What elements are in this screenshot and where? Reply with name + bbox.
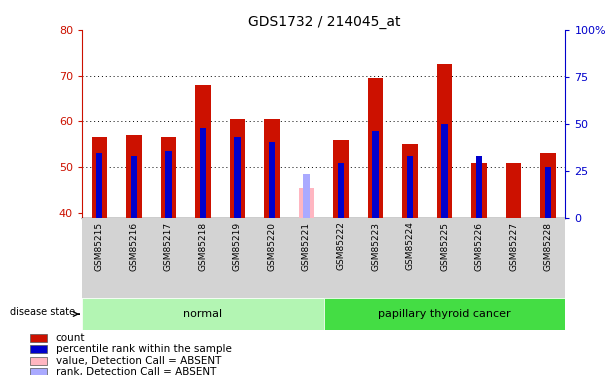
Text: GSM85217: GSM85217 bbox=[164, 222, 173, 271]
Text: GSM85225: GSM85225 bbox=[440, 222, 449, 270]
Bar bbox=[30, 345, 47, 353]
Text: GSM85215: GSM85215 bbox=[95, 222, 104, 271]
Bar bbox=[402, 144, 418, 218]
Bar bbox=[161, 138, 176, 218]
Text: GSM85226: GSM85226 bbox=[475, 222, 483, 270]
Bar bbox=[338, 163, 344, 218]
Text: GSM85223: GSM85223 bbox=[371, 222, 380, 270]
Text: percentile rank within the sample: percentile rank within the sample bbox=[56, 344, 232, 354]
Bar bbox=[131, 156, 137, 218]
Text: papillary thyroid cancer: papillary thyroid cancer bbox=[378, 309, 511, 319]
Text: GSM85224: GSM85224 bbox=[406, 222, 415, 270]
Bar bbox=[234, 138, 241, 218]
Text: disease state: disease state bbox=[10, 308, 75, 318]
Bar bbox=[30, 357, 47, 364]
Title: GDS1732 / 214045_at: GDS1732 / 214045_at bbox=[247, 15, 400, 29]
Bar bbox=[200, 128, 206, 217]
Bar bbox=[264, 119, 280, 218]
Bar bbox=[441, 124, 447, 218]
Bar bbox=[165, 151, 171, 217]
Text: GSM85222: GSM85222 bbox=[336, 222, 345, 270]
Text: GSM85227: GSM85227 bbox=[509, 222, 518, 270]
Bar bbox=[506, 163, 522, 218]
Bar bbox=[126, 135, 142, 218]
Bar bbox=[92, 138, 107, 218]
Bar bbox=[476, 156, 482, 218]
Bar bbox=[230, 119, 245, 218]
Bar bbox=[333, 140, 349, 218]
Bar bbox=[323, 298, 565, 330]
Text: normal: normal bbox=[184, 309, 223, 319]
Text: rank, Detection Call = ABSENT: rank, Detection Call = ABSENT bbox=[56, 367, 216, 375]
Bar bbox=[195, 85, 211, 218]
Text: GSM85220: GSM85220 bbox=[268, 222, 277, 270]
Bar bbox=[373, 130, 379, 218]
Text: count: count bbox=[56, 333, 85, 343]
Text: value, Detection Call = ABSENT: value, Detection Call = ABSENT bbox=[56, 356, 221, 366]
Text: GSM85218: GSM85218 bbox=[198, 222, 207, 271]
Bar bbox=[30, 368, 47, 375]
Bar bbox=[269, 142, 275, 218]
Text: GSM85221: GSM85221 bbox=[302, 222, 311, 270]
Bar bbox=[30, 334, 47, 342]
Bar bbox=[545, 167, 551, 217]
Bar bbox=[96, 153, 103, 218]
Text: GSM85219: GSM85219 bbox=[233, 222, 242, 271]
Bar bbox=[471, 163, 487, 218]
Bar bbox=[303, 174, 309, 217]
Text: GSM85228: GSM85228 bbox=[544, 222, 553, 270]
Bar bbox=[368, 78, 383, 218]
Bar bbox=[541, 153, 556, 218]
Text: GSM85216: GSM85216 bbox=[130, 222, 139, 271]
Bar bbox=[299, 188, 314, 218]
Bar bbox=[407, 156, 413, 218]
Bar bbox=[437, 64, 452, 217]
Bar bbox=[82, 298, 323, 330]
